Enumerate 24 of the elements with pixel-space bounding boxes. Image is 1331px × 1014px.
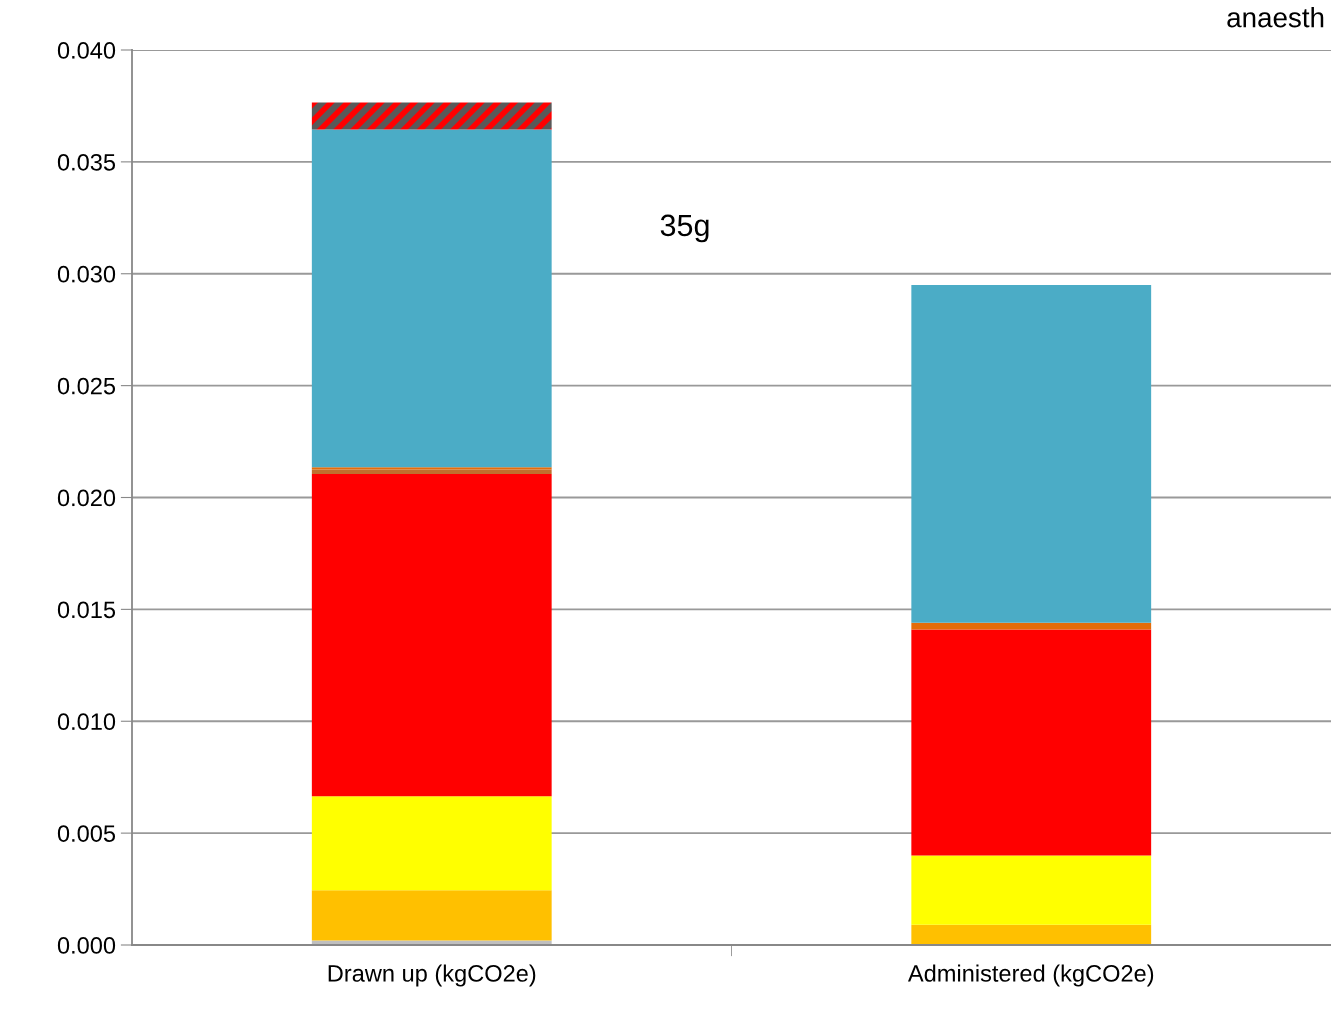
text: anaesth — [1227, 7, 1324, 28]
y-tick-label: 0.000 — [57, 937, 116, 954]
bar — [911, 622, 1152, 630]
bar — [311, 467, 552, 470]
bar — [311, 796, 552, 891]
y-tick-label: 0.035 — [57, 153, 116, 171]
bar — [311, 102, 552, 130]
bar — [311, 890, 552, 941]
x-tick-label: Administered (kgCO2e) — [907, 964, 1154, 987]
y-tick-label: 0.005 — [57, 825, 116, 842]
bar — [911, 284, 1152, 623]
annotation: 35g — [660, 214, 709, 243]
bar — [311, 129, 552, 468]
bar — [911, 924, 1152, 945]
bar — [311, 474, 552, 797]
y-tick-label: 0.020 — [57, 489, 116, 507]
y-tick-label: 0.015 — [57, 601, 116, 619]
bar — [911, 629, 1152, 856]
y-tick-label: 0.040 — [57, 42, 116, 59]
bar — [911, 855, 1152, 925]
y-tick-label: 0.025 — [57, 377, 116, 395]
y-tick-label: 0.010 — [57, 713, 116, 731]
y-tick-label: 0.030 — [57, 265, 116, 283]
x-tick-label: Drawn up (kgCO2e) — [328, 964, 536, 987]
